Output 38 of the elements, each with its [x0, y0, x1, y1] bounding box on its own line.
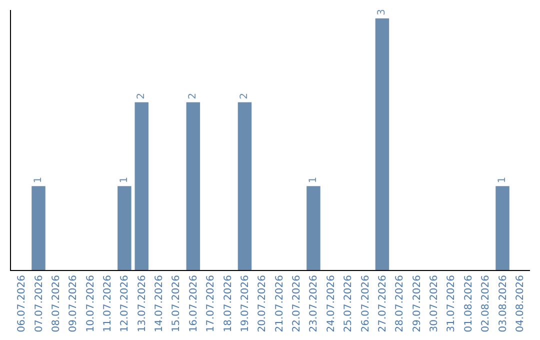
x-tick-label: 18.07.2026 — [222, 275, 234, 332]
data-label: 2 — [188, 92, 199, 100]
data-label: 1 — [497, 176, 508, 184]
x-tick-label: 21.07.2026 — [274, 275, 286, 332]
x-tick-label: 17.07.2026 — [206, 275, 217, 332]
x-tick-label: 22.07.2026 — [292, 275, 303, 332]
x-tick-label: 15.07.2026 — [171, 275, 182, 332]
x-tick-label: 12.07.2026 — [120, 275, 131, 332]
x-tick-label: 16.07.2026 — [188, 275, 200, 332]
x-tick-label: 07.07.2026 — [34, 275, 45, 332]
x-tick-label: 27.07.2026 — [377, 275, 388, 332]
x-tick-label: 14.07.2026 — [154, 275, 166, 332]
x-tick-label: 29.07.2026 — [412, 275, 423, 332]
data-label: 1 — [118, 176, 130, 184]
x-tick-label: 08.07.2026 — [50, 275, 62, 332]
x-tick-label: 04.08.2026 — [514, 275, 526, 332]
x-tick-label: 06.07.2026 — [16, 275, 28, 332]
data-label: 1 — [308, 176, 319, 184]
x-tick-label: 03.08.2026 — [498, 275, 509, 332]
x-tick-label: 23.07.2026 — [308, 275, 320, 332]
x-tick-label: 25.07.2026 — [343, 275, 354, 332]
data-label: 3 — [376, 9, 388, 16]
data-label: 2 — [239, 92, 250, 100]
x-tick-label: 20.07.2026 — [257, 275, 268, 332]
data-label: 2 — [136, 92, 148, 100]
data-label: 1 — [32, 176, 44, 184]
x-tick-label: 30.07.2026 — [429, 275, 440, 332]
x-tick-label: 26.07.2026 — [360, 275, 372, 332]
x-tick-label: 28.07.2026 — [394, 275, 406, 332]
x-tick-label: 24.07.2026 — [326, 275, 337, 332]
x-tick-label: 02.08.2026 — [480, 275, 492, 332]
x-tick-label: 31.07.2026 — [446, 275, 458, 332]
x-tick-label: 01.08.2026 — [463, 275, 474, 332]
x-tick-label: 19.07.2026 — [240, 275, 251, 332]
x-tick-label: 11.07.2026 — [102, 275, 114, 332]
x-tick-label: 13.07.2026 — [136, 275, 148, 332]
x-tick-label: 10.07.2026 — [85, 275, 96, 332]
x-tick-label: 09.07.2026 — [68, 275, 80, 332]
